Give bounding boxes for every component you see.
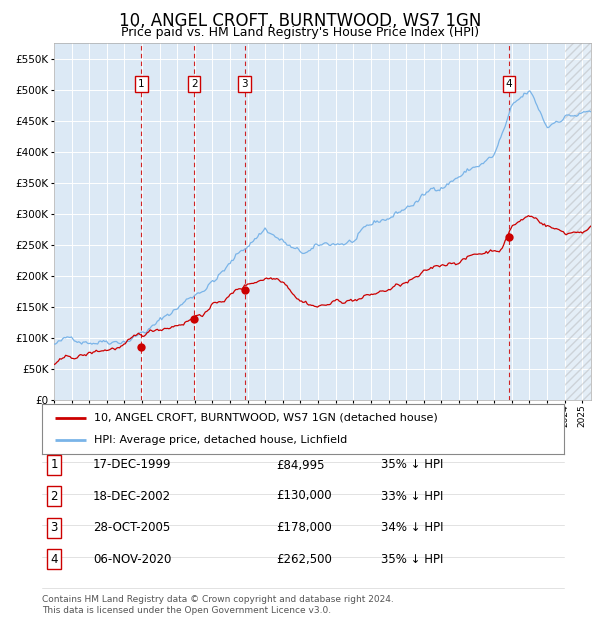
Text: £262,500: £262,500 [276,553,332,565]
Text: 2: 2 [191,79,197,89]
Text: £130,000: £130,000 [276,490,332,502]
Text: £178,000: £178,000 [276,521,332,534]
Text: 2: 2 [50,490,58,502]
Text: 1: 1 [138,79,145,89]
Text: 06-NOV-2020: 06-NOV-2020 [93,553,172,565]
Text: Contains HM Land Registry data © Crown copyright and database right 2024.
This d: Contains HM Land Registry data © Crown c… [42,595,394,614]
Text: 35% ↓ HPI: 35% ↓ HPI [381,459,443,471]
Text: 35% ↓ HPI: 35% ↓ HPI [381,553,443,565]
Text: Price paid vs. HM Land Registry's House Price Index (HPI): Price paid vs. HM Land Registry's House … [121,26,479,39]
Text: 17-DEC-1999: 17-DEC-1999 [93,459,172,471]
Polygon shape [565,43,591,400]
Text: 4: 4 [506,79,512,89]
Text: 33% ↓ HPI: 33% ↓ HPI [381,490,443,502]
Text: 4: 4 [50,553,58,565]
Text: 3: 3 [241,79,248,89]
Text: £84,995: £84,995 [276,459,325,471]
Text: 34% ↓ HPI: 34% ↓ HPI [381,521,443,534]
Text: HPI: Average price, detached house, Lichfield: HPI: Average price, detached house, Lich… [94,435,347,445]
Text: 10, ANGEL CROFT, BURNTWOOD, WS7 1GN: 10, ANGEL CROFT, BURNTWOOD, WS7 1GN [119,12,481,30]
Text: 1: 1 [50,459,58,471]
Text: 18-DEC-2002: 18-DEC-2002 [93,490,171,502]
Text: 10, ANGEL CROFT, BURNTWOOD, WS7 1GN (detached house): 10, ANGEL CROFT, BURNTWOOD, WS7 1GN (det… [94,413,438,423]
Text: 3: 3 [50,521,58,534]
Text: 28-OCT-2005: 28-OCT-2005 [93,521,170,534]
